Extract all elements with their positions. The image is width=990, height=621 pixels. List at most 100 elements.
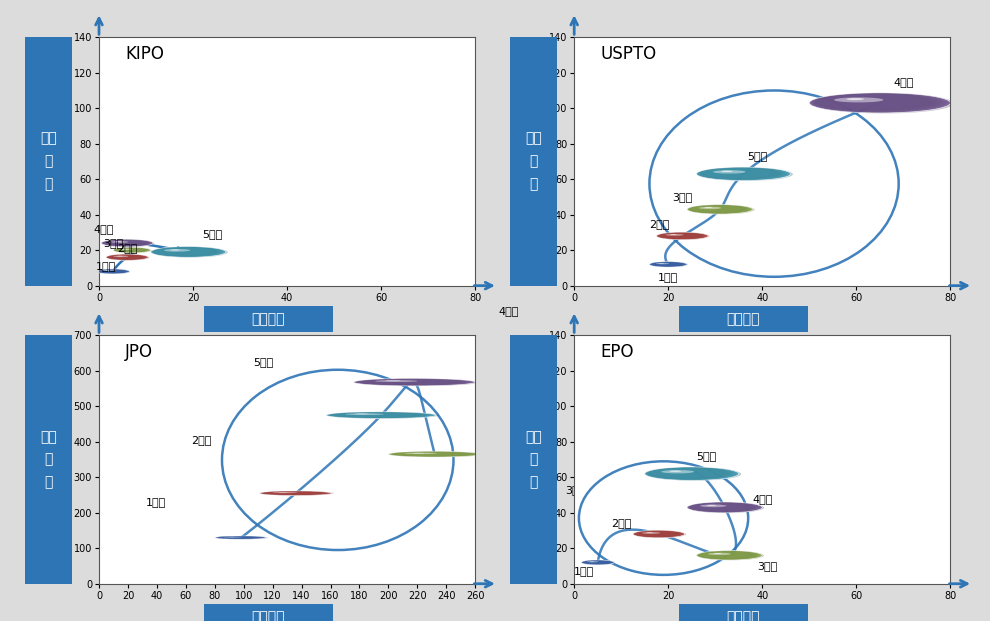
Ellipse shape xyxy=(272,492,298,493)
Ellipse shape xyxy=(259,491,332,496)
Ellipse shape xyxy=(215,536,267,539)
Ellipse shape xyxy=(701,551,749,558)
Ellipse shape xyxy=(329,412,430,418)
Ellipse shape xyxy=(587,561,599,563)
Ellipse shape xyxy=(333,412,418,417)
Ellipse shape xyxy=(390,451,476,456)
Ellipse shape xyxy=(393,451,468,456)
Text: 4구간: 4구간 xyxy=(893,76,914,86)
Ellipse shape xyxy=(714,553,722,554)
Ellipse shape xyxy=(98,270,124,273)
Ellipse shape xyxy=(704,207,713,208)
Ellipse shape xyxy=(634,530,682,537)
Text: JPO: JPO xyxy=(126,343,153,361)
Ellipse shape xyxy=(218,536,258,538)
Text: 3구간: 3구간 xyxy=(565,485,586,495)
Text: 1구간: 1구간 xyxy=(96,261,116,271)
Ellipse shape xyxy=(650,262,685,267)
Ellipse shape xyxy=(696,551,762,560)
Ellipse shape xyxy=(97,269,129,274)
Ellipse shape xyxy=(636,531,677,537)
Ellipse shape xyxy=(581,560,614,564)
Ellipse shape xyxy=(846,98,864,100)
Ellipse shape xyxy=(115,248,146,252)
Ellipse shape xyxy=(261,491,326,495)
Ellipse shape xyxy=(109,255,142,259)
Ellipse shape xyxy=(98,270,127,273)
Ellipse shape xyxy=(259,491,332,496)
Ellipse shape xyxy=(217,536,259,539)
Ellipse shape xyxy=(688,502,758,512)
Ellipse shape xyxy=(721,171,733,172)
Ellipse shape xyxy=(691,502,751,511)
Ellipse shape xyxy=(330,412,427,418)
Ellipse shape xyxy=(700,551,751,558)
Ellipse shape xyxy=(691,206,740,212)
Ellipse shape xyxy=(329,412,439,419)
Text: 5구간: 5구간 xyxy=(253,357,273,367)
Ellipse shape xyxy=(834,97,883,102)
Ellipse shape xyxy=(106,254,148,260)
Ellipse shape xyxy=(153,247,218,256)
Ellipse shape xyxy=(114,248,148,253)
Ellipse shape xyxy=(328,412,433,419)
Ellipse shape xyxy=(353,379,475,386)
Ellipse shape xyxy=(361,379,451,384)
Ellipse shape xyxy=(816,94,931,110)
Ellipse shape xyxy=(152,247,220,256)
Ellipse shape xyxy=(103,240,148,246)
Ellipse shape xyxy=(332,412,421,417)
Ellipse shape xyxy=(660,233,698,238)
Ellipse shape xyxy=(656,263,669,264)
Ellipse shape xyxy=(650,262,688,267)
Ellipse shape xyxy=(391,451,483,457)
Text: 출원인수: 출원인수 xyxy=(727,312,760,326)
Ellipse shape xyxy=(152,247,222,256)
Ellipse shape xyxy=(651,262,682,266)
Ellipse shape xyxy=(813,93,954,114)
Ellipse shape xyxy=(649,261,687,267)
Ellipse shape xyxy=(687,205,752,214)
Ellipse shape xyxy=(388,451,481,457)
Ellipse shape xyxy=(649,261,686,267)
Ellipse shape xyxy=(357,379,465,385)
Ellipse shape xyxy=(700,504,727,507)
Ellipse shape xyxy=(635,531,679,537)
Ellipse shape xyxy=(260,491,330,496)
Ellipse shape xyxy=(218,537,256,538)
Ellipse shape xyxy=(583,560,608,564)
Ellipse shape xyxy=(697,167,790,181)
Ellipse shape xyxy=(708,553,731,555)
Ellipse shape xyxy=(697,167,790,181)
Text: 3구간: 3구간 xyxy=(103,238,123,248)
Ellipse shape xyxy=(150,247,226,257)
Ellipse shape xyxy=(115,248,147,252)
Text: 2구간: 2구간 xyxy=(611,519,632,528)
Ellipse shape xyxy=(699,207,722,209)
Ellipse shape xyxy=(111,241,129,243)
Ellipse shape xyxy=(582,560,612,564)
Ellipse shape xyxy=(389,451,478,457)
Ellipse shape xyxy=(114,248,151,253)
Ellipse shape xyxy=(152,247,228,258)
Ellipse shape xyxy=(113,248,150,253)
Ellipse shape xyxy=(120,248,133,250)
Ellipse shape xyxy=(97,270,131,274)
Ellipse shape xyxy=(687,502,762,513)
Ellipse shape xyxy=(104,240,146,246)
Ellipse shape xyxy=(644,467,739,481)
Text: 5구간: 5구간 xyxy=(202,229,222,239)
Ellipse shape xyxy=(392,451,470,456)
Ellipse shape xyxy=(102,240,150,247)
Ellipse shape xyxy=(114,248,149,253)
Ellipse shape xyxy=(698,551,756,560)
Ellipse shape xyxy=(155,247,211,255)
Text: 1구간: 1구간 xyxy=(658,272,678,282)
Ellipse shape xyxy=(263,491,320,495)
Ellipse shape xyxy=(698,168,785,180)
Ellipse shape xyxy=(690,502,753,512)
Ellipse shape xyxy=(108,255,143,260)
Ellipse shape xyxy=(697,551,760,560)
Ellipse shape xyxy=(818,94,927,109)
Text: 출원인수: 출원인수 xyxy=(727,610,760,621)
